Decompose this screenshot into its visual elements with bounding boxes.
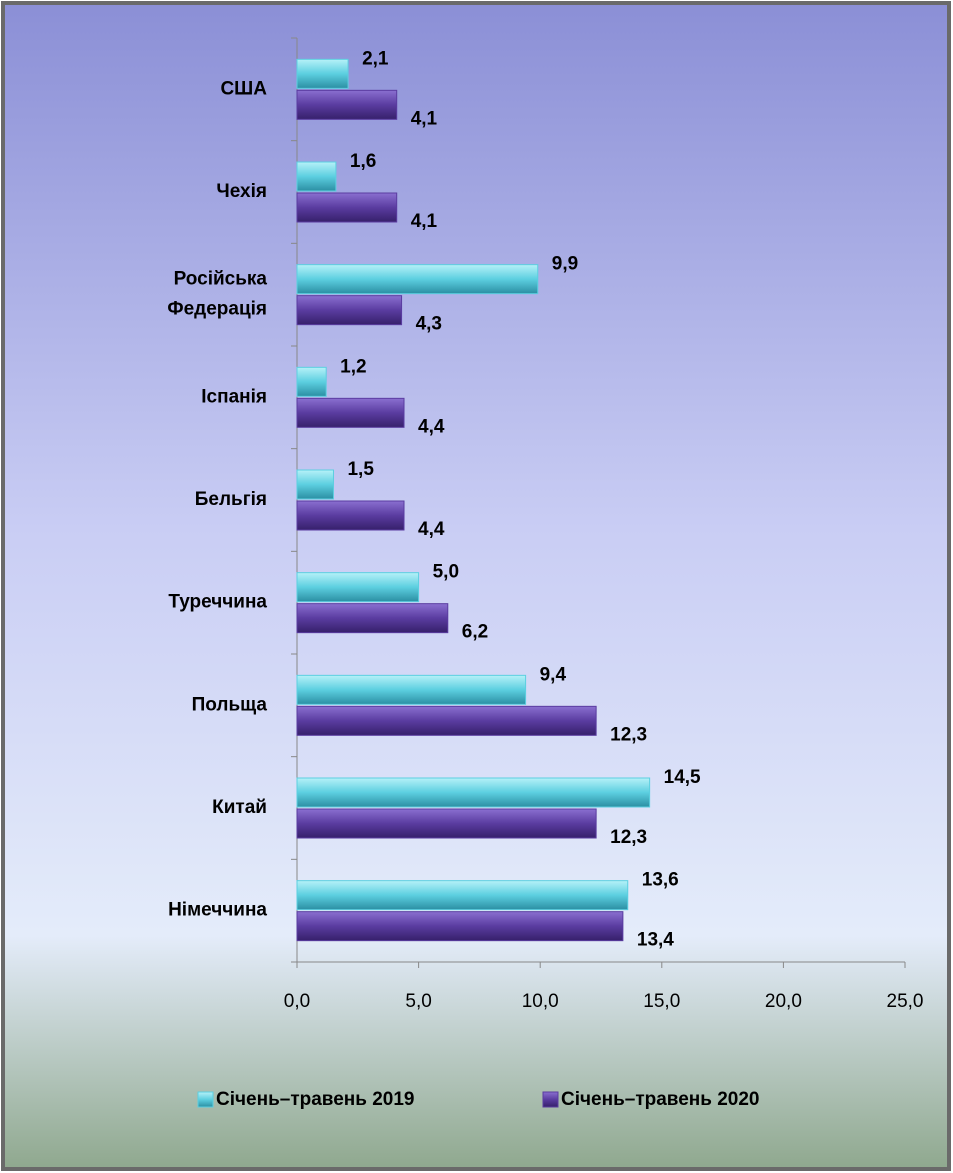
y-tick-label: Туреччина [168,592,267,613]
bar [296,295,403,326]
value-label: 4,3 [416,314,442,335]
bar [296,572,420,603]
value-label: 12,3 [610,724,647,745]
y-tick-label: Іспанія [201,386,267,407]
bar [296,366,327,397]
bar [296,161,337,192]
value-label: 4,1 [411,211,438,232]
bar [296,911,624,942]
bar [296,808,597,839]
value-label: 4,1 [411,108,438,129]
bar [296,469,334,500]
y-tick-label: Польща [192,694,268,715]
bar [296,880,629,911]
y-tick-label: Німеччина [168,900,267,921]
bar [296,192,398,223]
legend-label: Січень–травень 2020 [561,1089,760,1110]
bar [296,777,651,808]
x-tick-label: 0,0 [284,991,310,1012]
y-tick-label: США [220,78,267,99]
x-tick-label: 20,0 [765,991,802,1012]
value-label: 1,6 [350,151,376,172]
y-tick-label: Російська Федерація [167,269,267,320]
bar [296,500,405,531]
value-label: 4,4 [418,416,445,437]
x-tick-label: 25,0 [887,991,924,1012]
x-tick-label: 15,0 [643,991,680,1012]
x-tick-label: 5,0 [405,991,431,1012]
value-label: 12,3 [610,827,647,848]
y-tick-label: Китай [212,797,267,818]
value-label: 9,4 [540,664,567,685]
value-label: 4,4 [418,519,445,540]
bar [296,58,349,89]
bar [296,674,527,705]
label-line: Федерація [167,299,267,320]
bar [296,397,405,428]
value-label: 9,9 [552,254,578,275]
value-label: 14,5 [664,767,701,788]
legend-swatch [197,1091,214,1108]
value-label: 6,2 [462,622,488,643]
legend-swatch [542,1091,559,1108]
value-label: 1,2 [340,356,366,377]
value-label: 13,4 [637,930,674,951]
legend-label: Січень–травень 2019 [216,1089,415,1110]
bar [296,264,539,295]
x-tick-label: 10,0 [522,991,559,1012]
value-label: 5,0 [433,562,459,583]
label-line: Російська [174,269,268,290]
value-label: 13,6 [642,870,679,891]
bar [296,89,398,120]
y-tick-label: Чехія [216,181,267,202]
bar [296,603,449,634]
value-label: 2,1 [362,48,389,69]
y-tick-label: Бельгія [195,489,267,510]
value-label: 1,5 [347,459,374,480]
bar [296,705,597,736]
